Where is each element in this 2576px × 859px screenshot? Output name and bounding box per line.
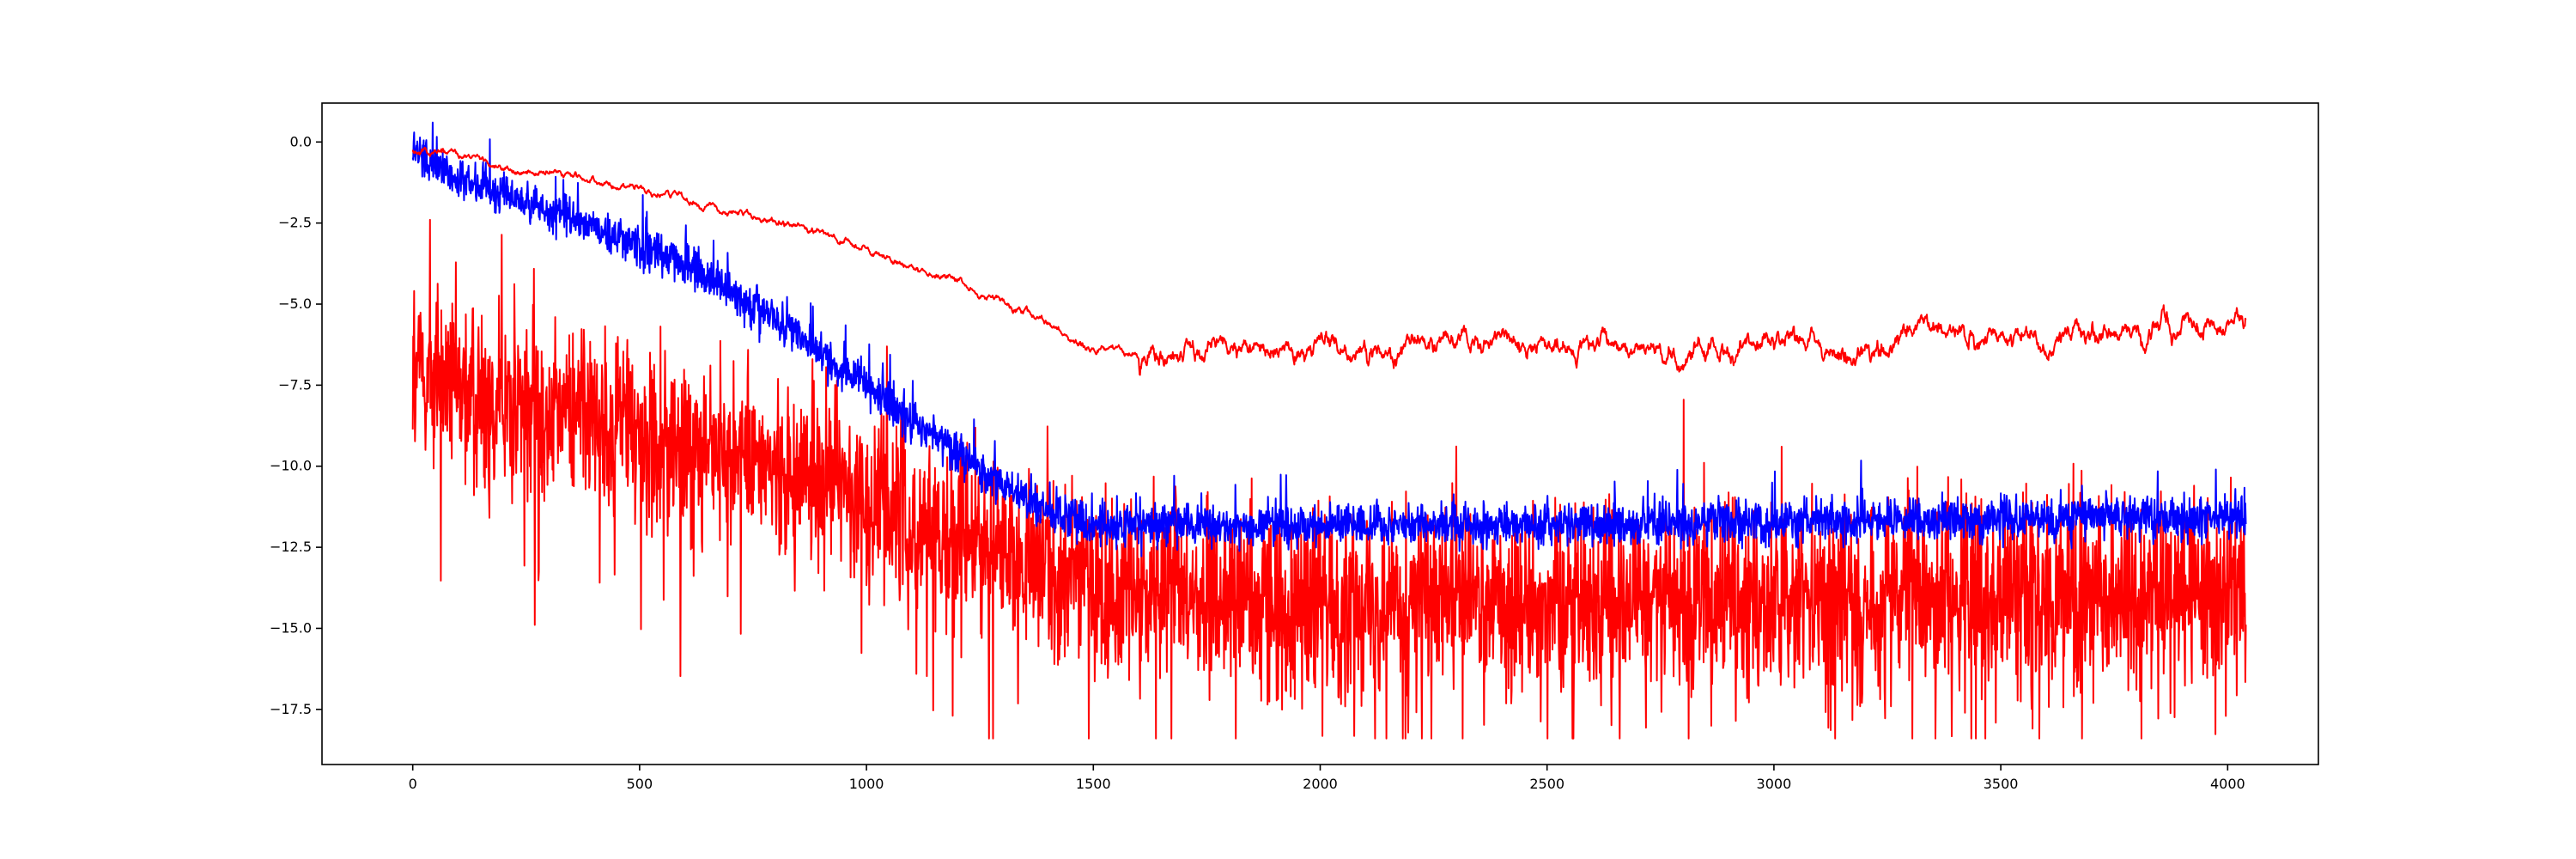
x-tick-label: 2000 — [1303, 776, 1338, 792]
x-tick-label: 3500 — [1984, 776, 2019, 792]
y-tick-label: −10.0 — [270, 458, 312, 474]
y-tick-label: −5.0 — [278, 295, 312, 312]
x-tick-label: 1500 — [1076, 776, 1111, 792]
x-tick-label: 0 — [409, 776, 417, 792]
x-tick-label: 1000 — [849, 776, 884, 792]
series-layer — [411, 121, 2247, 740]
y-tick-label: −15.0 — [270, 619, 312, 636]
x-tick-label: 500 — [627, 776, 653, 792]
series-blue-line — [411, 121, 2247, 557]
y-tick-label: −17.5 — [270, 701, 312, 717]
y-axis: 0.0 −2.5 −5.0 −7.5 −10.0 −12.5 −15.0 −17.5 — [270, 133, 322, 717]
y-tick-label: −12.5 — [270, 539, 312, 555]
x-tick-label: 2500 — [1529, 776, 1564, 792]
x-tick-label: 3000 — [1757, 776, 1792, 792]
x-axis: 0 500 1000 1500 2000 2500 3000 3500 4000 — [409, 765, 2245, 792]
x-tick-label: 4000 — [2210, 776, 2245, 792]
y-tick-label: −7.5 — [278, 376, 312, 393]
y-tick-label: −2.5 — [278, 215, 312, 231]
y-tick-label: 0.0 — [290, 133, 312, 149]
series-red-spiky-line — [411, 218, 2247, 740]
series-red-smooth-line — [411, 146, 2247, 376]
